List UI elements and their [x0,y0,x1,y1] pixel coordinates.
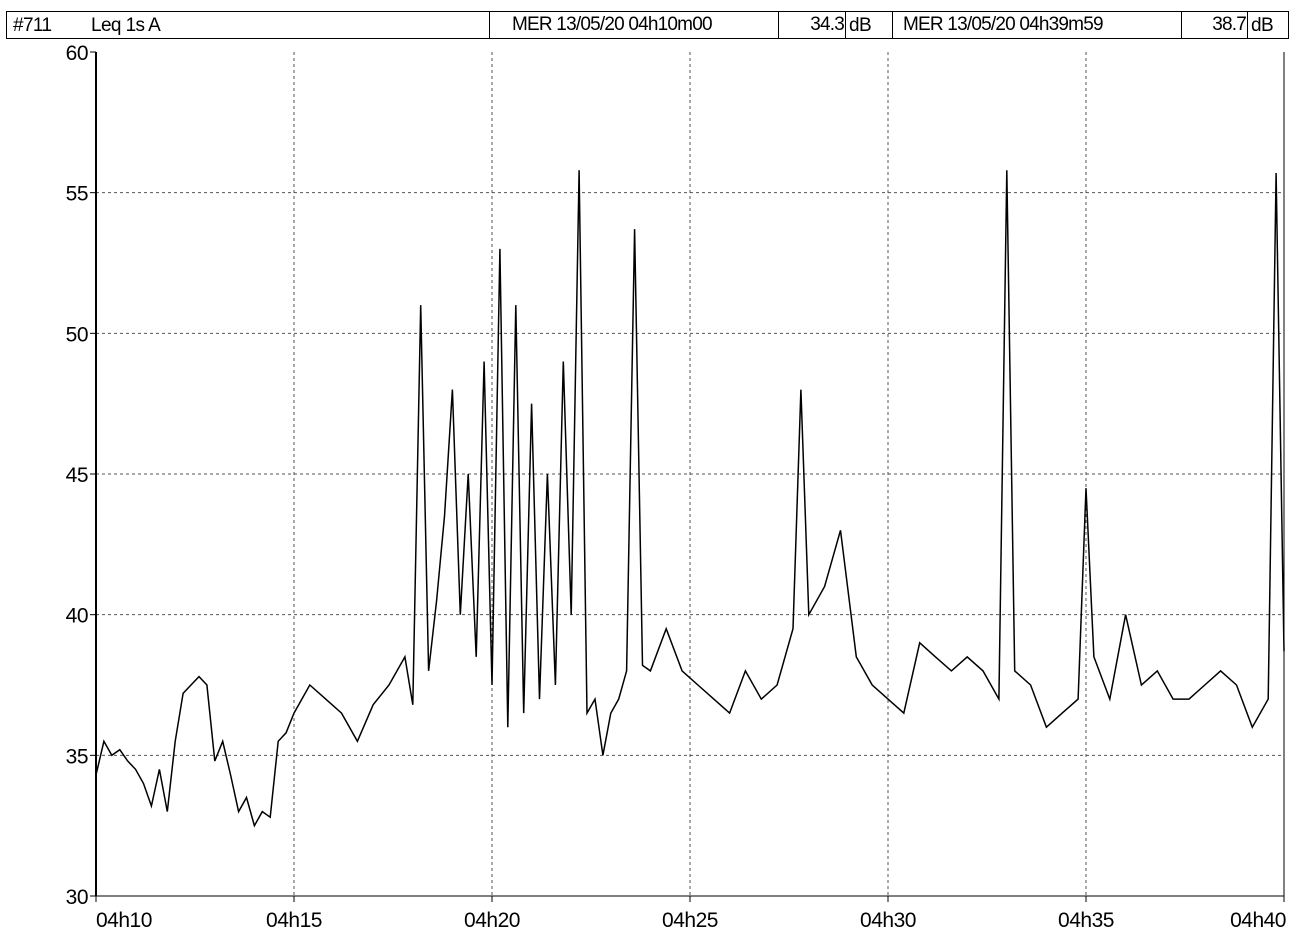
cursor2-unit: dB [1251,15,1274,36]
x-tick-label: 04h20 [464,909,520,932]
cursor-header: #711 Leq 1s A MER 13/05/20 04h10m00 34.3… [6,11,1289,39]
cursor2-value-box: 38.7 [1181,11,1248,39]
leq-series-line [95,170,1285,828]
cursor2-datetime: MER 13/05/20 04h39m59 [903,14,1104,35]
y-tick-label: 35 [66,745,88,768]
cursor1-datetime: MER 13/05/20 04h10m00 [512,14,713,35]
y-tick-label: 40 [66,605,88,628]
cursor1-value-box: 34.3 [778,11,846,39]
y-tick-label: 60 [66,42,88,65]
x-tick-label: 04h35 [1058,909,1114,932]
x-tick-label: 04h30 [860,909,916,932]
x-tick-label: 04h40 [1230,909,1286,932]
y-tick-label: 55 [66,183,88,206]
y-tick-label: 50 [66,323,88,346]
x-tick-label: 04h25 [662,909,718,932]
x-tick-label: 04h10 [96,909,152,932]
channel-id: #711 [13,15,52,36]
y-tick-label: 45 [66,464,88,487]
cursor1-unit: dB [849,15,872,36]
cursor1-value: 34.3 [810,14,845,35]
x-tick-label: 04h15 [266,909,322,932]
measure-label: Leq 1s A [91,15,161,36]
y-tick-label: 30 [66,886,88,909]
cursor2-value: 38.7 [1212,14,1247,35]
